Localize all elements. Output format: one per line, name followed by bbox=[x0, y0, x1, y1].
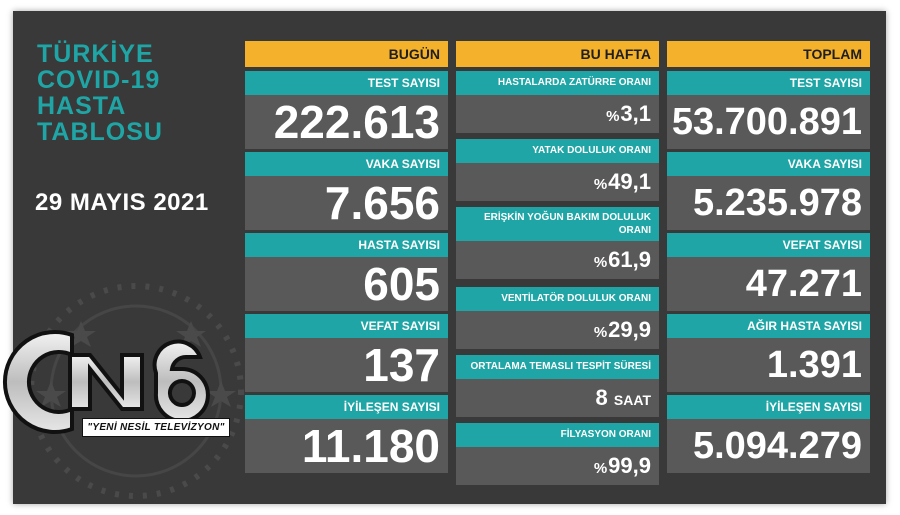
week-bed-value: %49,1 bbox=[456, 163, 659, 201]
column-header-week: BU HAFTA bbox=[456, 41, 659, 67]
week-pneumonia-label: HASTALARDA ZATÜRRE ORANI bbox=[456, 71, 659, 95]
title-line: HASTA bbox=[37, 92, 127, 120]
today-case-label: VAKA SAYISI bbox=[245, 152, 448, 176]
today-death-value: 137 bbox=[245, 338, 448, 392]
week-ventilator-label: VENTİLATÖR DOLULUK ORANI bbox=[456, 287, 659, 311]
value-number: 3,1 bbox=[620, 101, 651, 126]
week-contact-time-label: ORTALAMA TEMASLI TESPİT SÜRESİ bbox=[456, 355, 659, 379]
title-line: TÜRKİYE bbox=[37, 40, 154, 68]
week-bed-label: YATAK DOLULUK ORANI bbox=[456, 139, 659, 163]
value-number: 29,9 bbox=[608, 317, 651, 342]
week-filiation-label: FİLYASYON ORANI bbox=[456, 423, 659, 447]
column-header-total: TOPLAM bbox=[667, 41, 870, 67]
today-test-label: TEST SAYISI bbox=[245, 71, 448, 95]
percent-sign: % bbox=[606, 108, 620, 125]
total-death-label: VEFAT SAYISI bbox=[667, 233, 870, 257]
value-number: 99,9 bbox=[608, 453, 651, 478]
total-case-value: 5.235.978 bbox=[667, 176, 870, 230]
total-death-value: 47.271 bbox=[667, 257, 870, 311]
week-icu-label: ERİŞKİN YOĞUN BAKIM DOLULUK ORANI bbox=[456, 207, 659, 241]
total-recovered-label: İYİLEŞEN SAYISI bbox=[667, 395, 870, 419]
week-contact-time-value: 8 SAAT bbox=[456, 379, 659, 417]
total-critical-value: 1.391 bbox=[667, 338, 870, 392]
percent-sign: % bbox=[593, 254, 608, 271]
today-patient-value: 605 bbox=[245, 257, 448, 311]
percent-sign: % bbox=[593, 324, 608, 341]
today-patient-label: HASTA SAYISI bbox=[245, 233, 448, 257]
logo-tagline: "YENİ NESİL TELEVİZYON" bbox=[82, 418, 230, 437]
total-recovered-value: 5.094.279 bbox=[667, 419, 870, 473]
value-number: 49,1 bbox=[608, 169, 651, 194]
total-case-label: VAKA SAYISI bbox=[667, 152, 870, 176]
covid-table-board: TÜRKİYE COVID-19 HASTA TABLOSU 29 MAYIS … bbox=[13, 11, 886, 504]
report-date: 29 MAYIS 2021 bbox=[35, 189, 209, 216]
today-case-value: 7.656 bbox=[245, 176, 448, 230]
today-recovered-label: İYİLEŞEN SAYISI bbox=[245, 395, 448, 419]
week-pneumonia-value: %3,1 bbox=[456, 95, 659, 133]
column-header-today: BUGÜN bbox=[245, 41, 448, 67]
week-icu-value: %61,9 bbox=[456, 241, 659, 279]
today-recovered-value: 11.180 bbox=[245, 419, 448, 473]
week-ventilator-value: %29,9 bbox=[456, 311, 659, 349]
total-critical-label: AĞIR HASTA SAYISI bbox=[667, 314, 870, 338]
percent-sign: % bbox=[593, 460, 608, 477]
today-test-value: 222.613 bbox=[245, 95, 448, 149]
cn6-logo-icon bbox=[3, 330, 210, 434]
total-test-value: 53.700.891 bbox=[667, 95, 870, 149]
total-test-label: TEST SAYISI bbox=[667, 71, 870, 95]
value-number: 61,9 bbox=[608, 247, 651, 272]
title-line: COVID-19 bbox=[37, 66, 161, 94]
page-title: TÜRKİYE COVID-19 HASTA TABLOSU bbox=[37, 41, 163, 145]
week-filiation-value: %99,9 bbox=[456, 447, 659, 485]
today-death-label: VEFAT SAYISI bbox=[245, 314, 448, 338]
value-unit: SAAT bbox=[613, 392, 651, 408]
emblem-watermark-icon bbox=[28, 283, 244, 499]
value-number: 8 bbox=[595, 385, 608, 410]
percent-sign: % bbox=[593, 176, 608, 193]
title-line: TABLOSU bbox=[37, 118, 163, 146]
